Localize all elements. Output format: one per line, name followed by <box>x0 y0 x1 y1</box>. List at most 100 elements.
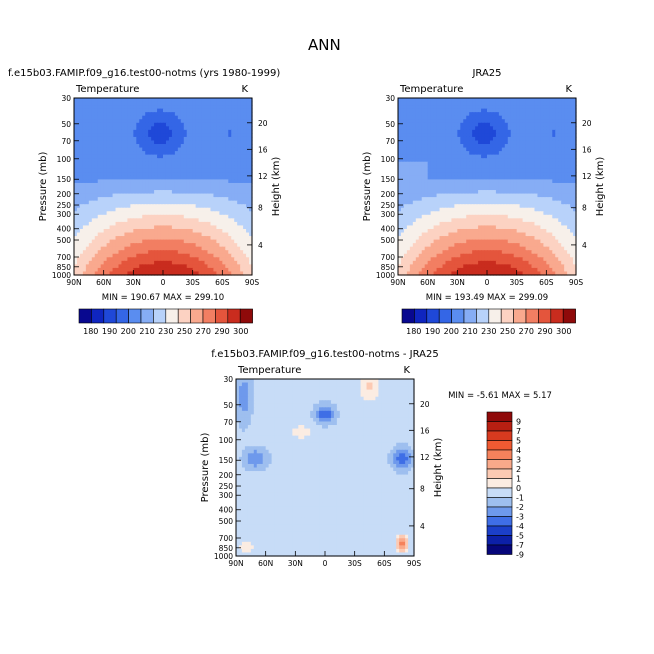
field-cell <box>160 243 164 248</box>
field-cell <box>519 98 524 103</box>
field-cell <box>151 119 155 124</box>
field-cell <box>103 112 108 117</box>
field-cell <box>231 253 235 258</box>
field-cell <box>186 260 191 265</box>
field-cell <box>189 122 194 127</box>
field-cell <box>475 197 479 202</box>
field-cell <box>415 175 420 181</box>
field-cell <box>88 136 93 142</box>
field-cell <box>567 147 571 152</box>
field-cell <box>148 271 152 276</box>
field-cell <box>148 190 152 195</box>
field-cell <box>228 232 232 237</box>
field-cell <box>442 154 447 159</box>
field-cell <box>94 186 99 191</box>
field-cell <box>421 193 426 198</box>
field-cell <box>97 165 102 170</box>
field-cell <box>213 264 217 269</box>
field-cell <box>94 126 99 131</box>
field-cell <box>148 168 152 173</box>
field-cell <box>481 140 485 145</box>
field-cell <box>127 165 131 170</box>
field-cell <box>445 158 450 163</box>
field-cell <box>210 190 215 195</box>
field-cell <box>516 147 521 152</box>
field-cell <box>106 136 111 142</box>
field-cell <box>492 105 497 110</box>
field-cell <box>94 112 99 117</box>
field-cell <box>231 228 235 234</box>
field-cell <box>228 218 232 223</box>
field-cell <box>513 112 518 117</box>
field-cell <box>207 172 212 177</box>
field-cell <box>216 260 220 265</box>
field-cell <box>543 161 547 166</box>
field-cell <box>501 168 506 173</box>
field-cell <box>195 105 200 110</box>
field-cell <box>154 133 158 138</box>
field-cell <box>510 101 515 106</box>
field-cell <box>403 101 408 106</box>
field-cell <box>112 140 117 145</box>
field-cell <box>570 98 574 103</box>
field-cell <box>157 250 161 255</box>
field-cell <box>519 204 524 209</box>
field-cell <box>234 214 238 219</box>
field-cell <box>234 246 238 251</box>
field-cell <box>115 151 120 156</box>
field-cell <box>142 140 146 145</box>
field-cell <box>412 211 417 216</box>
field-cell <box>130 257 134 262</box>
field-cell <box>228 168 232 173</box>
field-cell <box>487 136 491 142</box>
field-cell <box>457 175 461 181</box>
field-cell <box>537 151 541 156</box>
field-cell <box>88 147 93 152</box>
field-cell <box>472 207 476 212</box>
field-cell <box>130 225 134 230</box>
y-tick-label: 1000 <box>52 271 71 280</box>
field-cell <box>154 271 158 276</box>
field-cell <box>484 165 488 170</box>
field-cell <box>124 165 128 170</box>
field-cell <box>180 98 185 103</box>
field-cell <box>177 218 182 223</box>
field-cell <box>103 122 108 127</box>
field-cell <box>243 211 247 216</box>
field-cell <box>478 179 482 184</box>
field-cell <box>177 214 182 219</box>
field-cell <box>163 200 167 205</box>
field-cell <box>109 112 114 117</box>
field-cell <box>124 115 128 120</box>
field-cell <box>504 136 509 142</box>
field-cell <box>234 232 238 237</box>
field-cell <box>442 133 447 138</box>
field-cell <box>546 179 550 184</box>
field-cell <box>249 264 253 269</box>
field-cell <box>546 136 550 142</box>
field-cell <box>498 200 503 205</box>
field-cell <box>519 182 524 188</box>
field-cell <box>121 133 126 138</box>
field-cell <box>160 232 164 237</box>
field-cell <box>201 112 206 117</box>
field-cell <box>415 101 420 106</box>
field-cell <box>183 115 188 120</box>
field-cell <box>445 186 450 191</box>
field-cell <box>495 144 500 149</box>
field-cell <box>540 147 544 152</box>
field-cell <box>76 197 81 202</box>
field-cell <box>406 168 411 173</box>
field-cell <box>124 193 128 198</box>
field-cell <box>513 119 518 124</box>
field-cell <box>525 179 530 184</box>
field-cell <box>427 211 432 216</box>
field-cell <box>148 204 152 209</box>
field-cell <box>180 115 185 120</box>
field-cell <box>457 140 461 145</box>
y2-tick-label: 16 <box>258 145 268 154</box>
field-cell <box>106 218 111 223</box>
field-cell <box>124 140 128 145</box>
field-cell <box>204 108 209 113</box>
field-cell <box>222 253 226 258</box>
